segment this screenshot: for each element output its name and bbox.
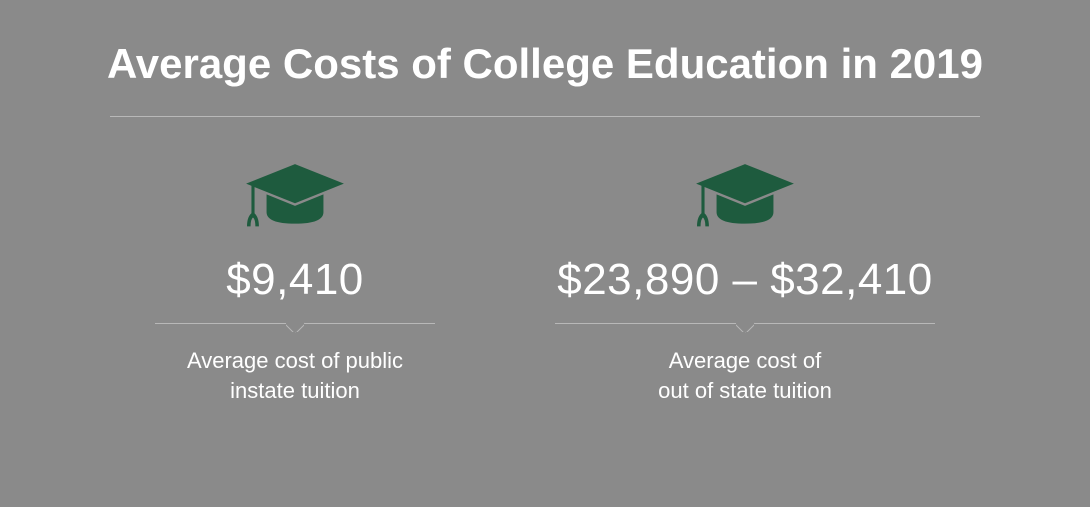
stat-outofstate: $23,890 – $32,410 Average cost of out of…: [555, 157, 935, 405]
graduation-cap-icon: [240, 157, 350, 237]
graduation-cap-icon: [690, 157, 800, 237]
stat-label-line1: Average cost of: [669, 348, 821, 373]
page-title: Average Costs of College Education in 20…: [107, 40, 983, 88]
stat-divider: [155, 323, 435, 324]
stats-container: $9,410 Average cost of public instate tu…: [80, 157, 1010, 405]
stat-label: Average cost of public instate tuition: [187, 346, 403, 405]
stat-value: $9,410: [226, 255, 364, 305]
stat-label: Average cost of out of state tuition: [658, 346, 832, 405]
stat-label-line2: instate tuition: [230, 378, 360, 403]
stat-instate: $9,410 Average cost of public instate tu…: [155, 157, 435, 405]
stat-divider: [555, 323, 935, 324]
stat-label-line1: Average cost of public: [187, 348, 403, 373]
stat-value: $23,890 – $32,410: [557, 255, 933, 305]
title-divider: [110, 116, 980, 117]
stat-label-line2: out of state tuition: [658, 378, 832, 403]
